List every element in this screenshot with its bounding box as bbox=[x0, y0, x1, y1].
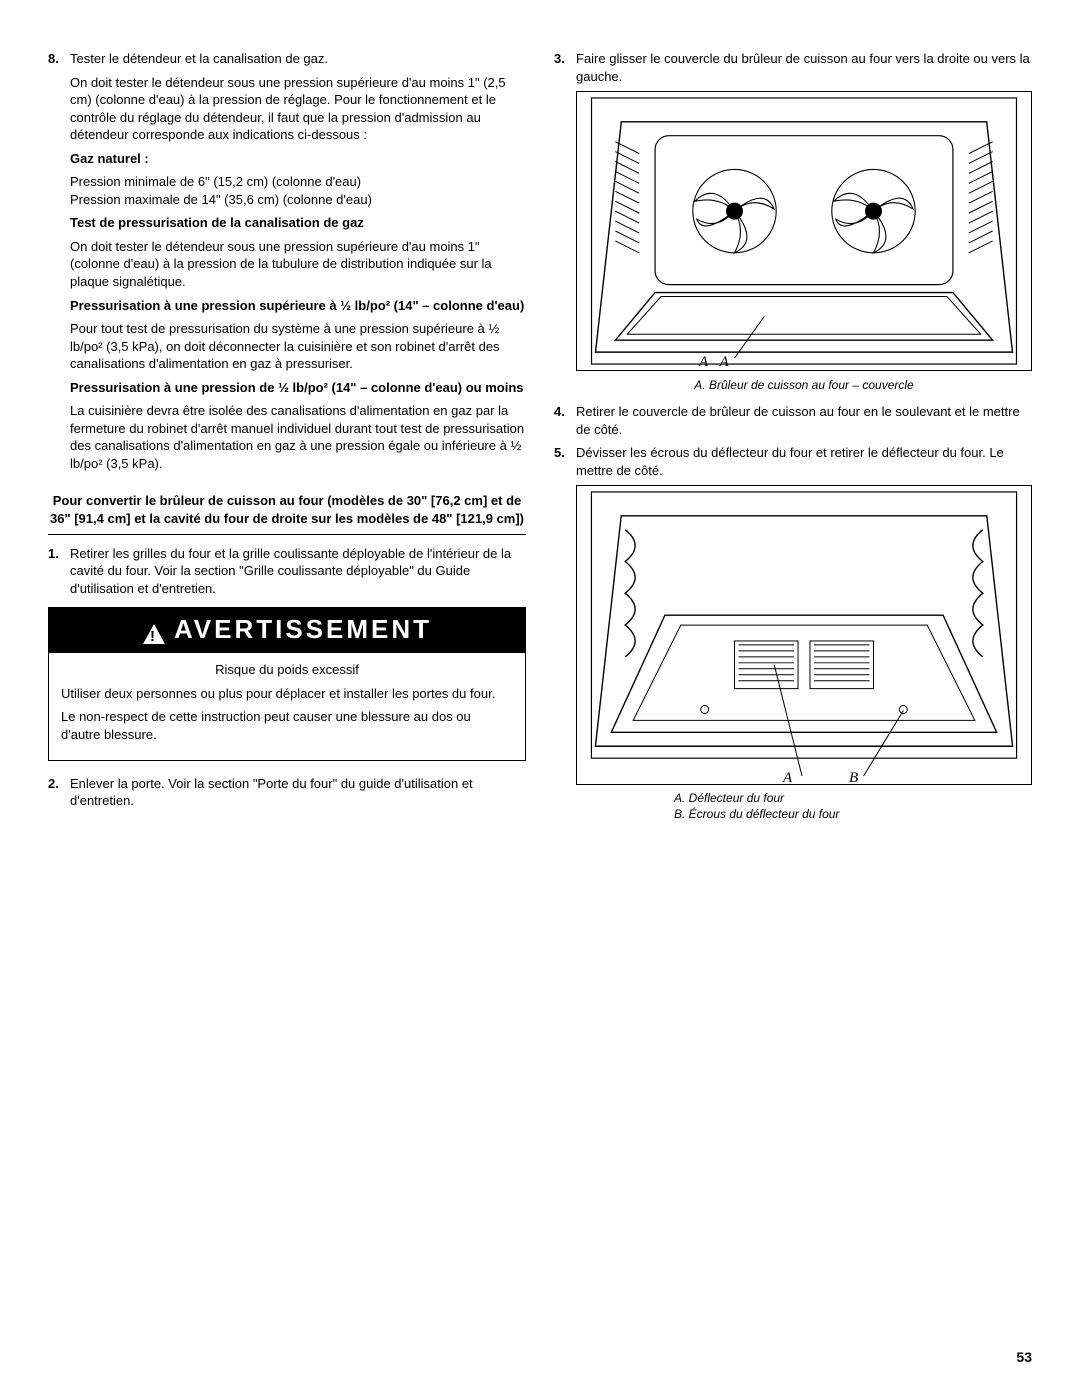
right-column: 3. Faire glisser le couvercle du brûleur… bbox=[554, 50, 1032, 833]
step-8-p1: On doit tester le détendeur sous une pre… bbox=[70, 74, 526, 144]
heading-pression-superieure: Pressurisation à une pression supérieure… bbox=[70, 297, 526, 315]
fig2-letter-b: B bbox=[849, 768, 858, 788]
fig2-caption-a: A. Déflecteur du four bbox=[674, 791, 1032, 807]
fig2-caption-b: B. Écrous du déflecteur du four bbox=[674, 807, 1032, 823]
test-pressurisation-text: On doit tester le détendeur sous une pre… bbox=[70, 238, 526, 291]
warning-body: Risque du poids excessif Utiliser deux p… bbox=[49, 653, 525, 759]
warning-header: ! AVERTISSEMENT bbox=[49, 608, 525, 653]
step-1-number: 1. bbox=[48, 545, 70, 598]
heading-pression-inferieure: Pressurisation à une pression de ½ lb/po… bbox=[70, 379, 526, 397]
page-number: 53 bbox=[1016, 1348, 1032, 1367]
figure-oven-deflector: A B bbox=[576, 485, 1032, 785]
step-5-number: 5. bbox=[554, 444, 576, 479]
pression-inferieure-text: La cuisinière devra être isolée des cana… bbox=[70, 402, 526, 472]
warning-box: ! AVERTISSEMENT Risque du poids excessif… bbox=[48, 607, 526, 760]
heading-test-pressurisation: Test de pressurisation de la canalisatio… bbox=[70, 214, 526, 232]
step-8-body: Tester le détendeur et la canalisation d… bbox=[70, 50, 526, 478]
heading-gaz-naturel: Gaz naturel : bbox=[70, 150, 526, 168]
step-1: 1. Retirer les grilles du four et la gri… bbox=[48, 545, 526, 598]
step-8-title: Tester le détendeur et la canalisation d… bbox=[70, 50, 526, 68]
fig1-label-a: A bbox=[719, 354, 730, 370]
pression-superieure-text: Pour tout test de pressurisation du syst… bbox=[70, 320, 526, 373]
step-3-number: 3. bbox=[554, 50, 576, 85]
warning-line2: Utiliser deux personnes ou plus pour dép… bbox=[61, 685, 513, 703]
step-3: 3. Faire glisser le couvercle du brûleur… bbox=[554, 50, 1032, 85]
left-column: 8. Tester le détendeur et la canalisatio… bbox=[48, 50, 526, 833]
two-column-layout: 8. Tester le détendeur et la canalisatio… bbox=[48, 50, 1032, 833]
step-2-number: 2. bbox=[48, 775, 70, 810]
svg-text:!: ! bbox=[150, 628, 158, 645]
fig2-letter-a: A bbox=[783, 768, 792, 788]
step-1-text: Retirer les grilles du four et la grille… bbox=[70, 545, 526, 598]
warning-line3: Le non-respect de cette instruction peut… bbox=[61, 708, 513, 743]
step-5: 5. Dévisser les écrous du déflecteur du … bbox=[554, 444, 1032, 479]
step-3-text: Faire glisser le couvercle du brûleur de… bbox=[576, 50, 1032, 85]
step-2: 2. Enlever la porte. Voir la section "Po… bbox=[48, 775, 526, 810]
gaz-p1: Pression minimale de 6" (15,2 cm) (colon… bbox=[70, 173, 526, 191]
fig1-letter-a: A bbox=[699, 352, 708, 372]
step-8-number: 8. bbox=[48, 50, 70, 478]
step-8: 8. Tester le détendeur et la canalisatio… bbox=[48, 50, 526, 478]
figure-oven-cover: A A bbox=[576, 91, 1032, 371]
step-2-text: Enlever la porte. Voir la section "Porte… bbox=[70, 775, 526, 810]
warning-triangle-icon: ! bbox=[142, 619, 166, 641]
warning-line1: Risque du poids excessif bbox=[61, 661, 513, 679]
step-5-text: Dévisser les écrous du déflecteur du fou… bbox=[576, 444, 1032, 479]
step-4-text: Retirer le couvercle de brûleur de cuiss… bbox=[576, 403, 1032, 438]
fig2-caption: A. Déflecteur du four B. Écrous du défle… bbox=[674, 791, 1032, 822]
step-4: 4. Retirer le couvercle de brûleur de cu… bbox=[554, 403, 1032, 438]
step-4-number: 4. bbox=[554, 403, 576, 438]
gaz-p2: Pression maximale de 14" (35,6 cm) (colo… bbox=[70, 191, 526, 209]
warning-title: AVERTISSEMENT bbox=[174, 612, 432, 647]
fig1-caption: A. Brûleur de cuisson au four – couvercl… bbox=[576, 377, 1032, 393]
section-heading-convert-burner: Pour convertir le brûleur de cuisson au … bbox=[48, 492, 526, 534]
